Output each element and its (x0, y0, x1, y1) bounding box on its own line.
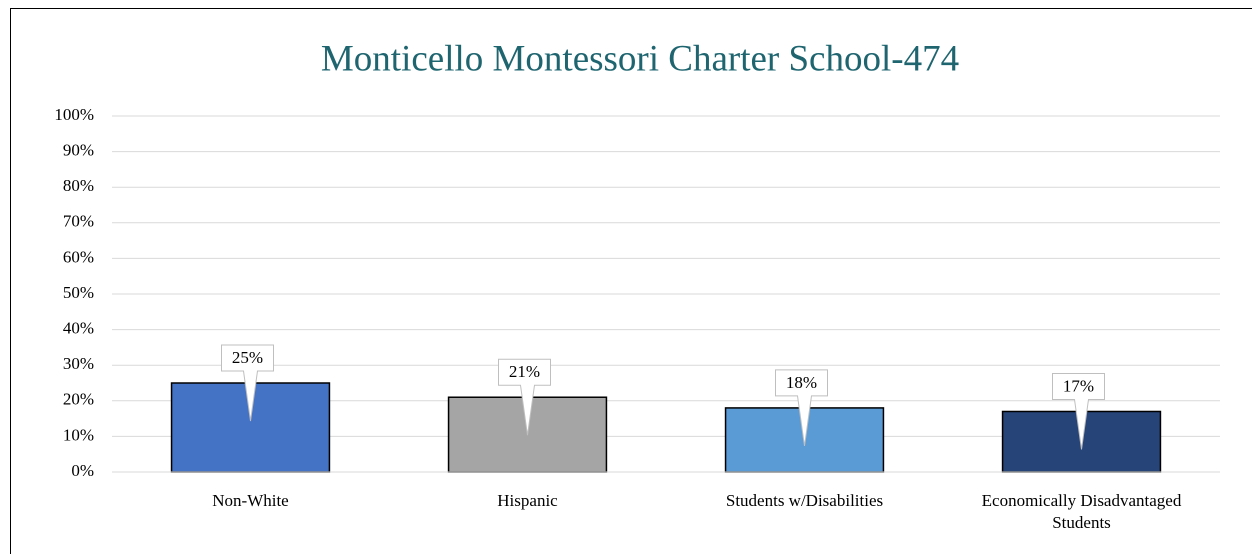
y-tick-label: 60% (63, 247, 94, 266)
y-tick-label: 40% (63, 319, 94, 338)
data-label: 17% (1063, 376, 1094, 395)
data-label: 21% (509, 362, 540, 381)
data-label-callout (1052, 372, 1105, 450)
y-tick-label: 30% (63, 354, 94, 373)
y-tick-label: 100% (54, 105, 94, 124)
y-tick-label: 0% (71, 461, 94, 480)
chart-title: Monticello Montessori Charter School-474 (321, 38, 959, 79)
chart-border (10, 8, 1252, 554)
data-label-callout (221, 344, 274, 422)
y-tick-label: 50% (63, 283, 94, 302)
x-tick-label: Economically Disadvantaged Students (981, 491, 1182, 532)
data-label-callout (498, 358, 551, 436)
data-label-callout (775, 369, 828, 446)
x-tick-label: Non-White (212, 491, 289, 510)
x-tick-label: Students w/Disabilities (725, 491, 884, 510)
y-tick-label: 90% (63, 141, 94, 160)
y-tick-label: 10% (63, 425, 94, 444)
y-tick-label: 70% (63, 212, 94, 231)
x-tick-label: Hispanic (497, 491, 558, 510)
y-tick-label: 20% (63, 390, 94, 409)
y-tick-label: 80% (63, 176, 94, 195)
data-label: 18% (786, 373, 817, 392)
data-label: 25% (232, 348, 263, 367)
